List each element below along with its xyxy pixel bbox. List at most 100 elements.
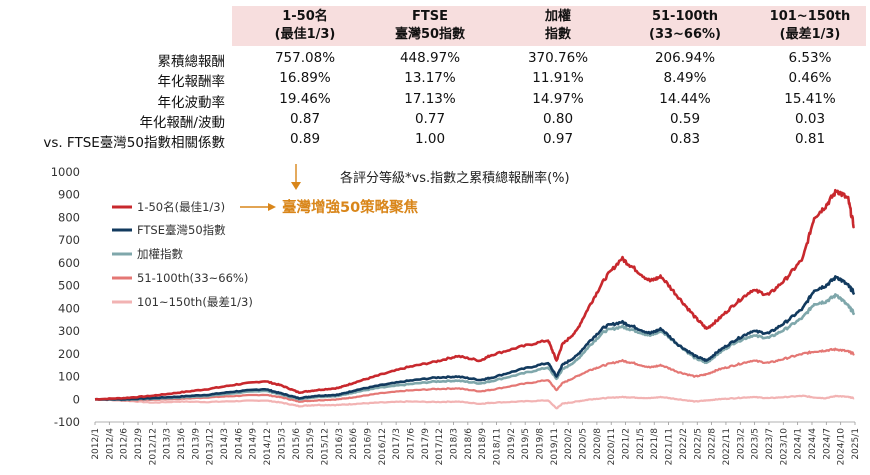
y-tick-label: 700 <box>58 233 80 247</box>
table-cell: 0.59 <box>669 111 701 127</box>
legend-label: 51-100th(33~66%) <box>137 271 248 285</box>
x-tick-label: 2015/3 <box>277 428 287 460</box>
x-tick-label: 2014/9 <box>249 428 259 460</box>
table-cell: 0.77 <box>414 111 446 127</box>
x-tick-label: 2016/12 <box>378 428 388 465</box>
x-tick-label: 2013/12 <box>206 428 216 465</box>
y-tick-label: 800 <box>58 210 80 224</box>
table-cell: 1.00 <box>414 131 446 147</box>
y-tick-label: 300 <box>58 324 80 338</box>
column-header: 加權 指數 <box>483 8 633 44</box>
y-tick-label: 200 <box>58 347 80 361</box>
x-tick-label: 2023/2 <box>736 428 746 460</box>
x-tick-label: 2023/7 <box>765 428 775 460</box>
y-tick-label: 600 <box>58 256 80 270</box>
x-tick-label: 2020/8 <box>593 428 603 460</box>
table-cell: 0.03 <box>794 111 826 127</box>
row-label: 年化報酬率 <box>157 74 226 90</box>
y-tick-label: 400 <box>58 301 80 315</box>
series-line <box>95 293 856 402</box>
table-cell: 14.44% <box>659 91 711 107</box>
series-line <box>95 394 855 410</box>
row-label: 年化波動率 <box>157 95 226 111</box>
row-label: vs. FTSE臺灣50指數相關係數 <box>43 135 225 151</box>
x-tick-label: 2018/11 <box>493 428 503 465</box>
x-tick-label: 2013/9 <box>191 428 201 460</box>
column-header-line2: (最佳1/3) <box>274 27 336 42</box>
column-header-line1: 1-50名 <box>282 9 328 24</box>
chart-title: 各評分等級*vs.指數之累積總報酬率(%) <box>340 170 570 186</box>
x-tick-label: 2018/9 <box>478 428 488 460</box>
x-tick-label: 2017/12 <box>435 428 445 465</box>
x-tick-label: 2019/5 <box>521 428 531 460</box>
y-tick-label: 900 <box>58 188 80 202</box>
column-header: FTSE 臺灣50指數 <box>355 8 505 44</box>
column-header-line2: (最差1/3) <box>779 27 841 42</box>
x-tick-label: 2012/1 <box>91 428 101 460</box>
table-cell: 0.80 <box>542 111 574 127</box>
x-tick-label: 2024/7 <box>822 428 832 460</box>
x-tick-label: 2015/12 <box>320 428 330 465</box>
x-tick-label: 2021/11 <box>665 428 675 465</box>
table-cell: 11.91% <box>532 70 584 86</box>
y-tick-label: -100 <box>54 415 80 429</box>
x-tick-label: 2017/3 <box>392 428 402 460</box>
x-tick-label: 2019/2 <box>507 428 517 460</box>
x-tick-label: 2019/11 <box>550 428 560 465</box>
x-tick-label: 2016/9 <box>363 428 373 460</box>
x-tick-label: 2022/2 <box>679 428 689 460</box>
table-cell: 448.97% <box>399 50 461 66</box>
table-cell: 0.81 <box>794 131 826 147</box>
legend-label: FTSE臺灣50指數 <box>137 223 226 237</box>
table-cell: 14.97% <box>532 91 584 107</box>
column-header-line1: 101~150th <box>769 9 851 24</box>
column-header-line1: FTSE <box>412 9 448 24</box>
row-label: 累積總報酬 <box>157 54 226 70</box>
column-header-line2: (33~66%) <box>649 27 721 42</box>
x-tick-label: 2016/3 <box>335 428 345 460</box>
table-cell: 0.87 <box>289 111 321 127</box>
table-cell: 0.89 <box>289 131 321 147</box>
x-tick-label: 2017/9 <box>421 428 431 460</box>
legend-label: 加權指數 <box>137 247 183 261</box>
callout-arrow-head <box>268 203 276 211</box>
x-tick-label: 2019/8 <box>536 428 546 460</box>
column-header: 101~150th (最差1/3) <box>735 8 870 44</box>
x-tick-label: 2012/6 <box>120 428 130 460</box>
y-tick-label: 100 <box>58 370 80 384</box>
column-header-line2: 臺灣50指數 <box>394 27 466 42</box>
table-cell: 8.49% <box>663 70 707 86</box>
x-tick-label: 2013/3 <box>163 428 173 460</box>
y-tick-label: 1000 <box>51 165 80 179</box>
x-tick-label: 2021/8 <box>650 428 660 460</box>
column-header-line1: 51-100th <box>651 9 719 24</box>
x-tick-label: 2016/6 <box>349 428 359 460</box>
x-tick-label: 2018/3 <box>449 428 459 460</box>
table-cell: 757.08% <box>274 50 336 66</box>
x-tick-label: 2021/5 <box>636 428 646 460</box>
x-tick-label: 2017/6 <box>406 428 416 460</box>
table-cell: 206.94% <box>654 50 716 66</box>
series-line <box>94 275 856 401</box>
x-tick-label: 2023/5 <box>751 428 761 460</box>
x-tick-label: 2025/1 <box>851 428 861 460</box>
table-cell: 19.46% <box>279 91 331 107</box>
legend-label: 1-50名(最佳1/3) <box>137 200 225 214</box>
callout-text: 臺灣增強50策略聚焦 <box>282 198 419 216</box>
x-tick-label: 2012/9 <box>134 428 144 460</box>
table-cell: 17.13% <box>404 91 456 107</box>
stats-table: 1-50名 (最佳1/3) FTSE 臺灣50指數 加權 指數 51-100th (33~66… <box>0 0 870 156</box>
column-header: 1-50名 (最佳1/3) <box>230 8 380 44</box>
x-tick-label: 2015/6 <box>292 428 302 460</box>
column-header: 51-100th (33~66%) <box>610 8 760 44</box>
x-tick-label: 2022/5 <box>693 428 703 460</box>
table-cell: 16.89% <box>279 70 331 86</box>
series-line <box>95 347 855 403</box>
x-tick-label: 2012/12 <box>148 428 158 465</box>
series-line <box>94 188 855 401</box>
table-cell: 13.17% <box>404 70 456 86</box>
x-tick-label: 2020/5 <box>579 428 589 460</box>
x-tick-label: 2021/2 <box>622 428 632 460</box>
x-tick-label: 2024/10 <box>837 428 847 466</box>
legend-label: 101~150th(最差1/3) <box>137 295 253 309</box>
